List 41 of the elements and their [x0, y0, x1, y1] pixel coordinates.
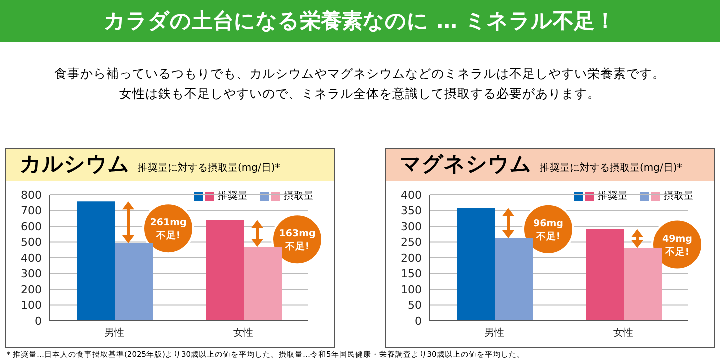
- y-tick-label: 500: [21, 236, 42, 250]
- annotation: 49mg 不足!: [662, 234, 692, 258]
- bar: [115, 244, 153, 321]
- y-tick-label: 700: [21, 204, 42, 218]
- bar: [457, 208, 495, 321]
- y-tick-label: 400: [21, 252, 42, 265]
- y-tick-label: 100: [21, 299, 42, 312]
- y-tick-label: 50: [408, 299, 422, 312]
- y-tick-label: 300: [21, 268, 42, 281]
- bar: [624, 248, 662, 321]
- y-tick-label: 0: [35, 314, 42, 328]
- y-tick-label: 800: [21, 188, 42, 202]
- chart-subtitle: 推奨量に対する摂取量(mg/日)*: [138, 162, 280, 175]
- bar: [77, 202, 115, 321]
- chart-subtitle: 推奨量に対する摂取量(mg/日)*: [540, 162, 682, 175]
- x-tick-label: 女性: [614, 327, 634, 340]
- bar: [586, 229, 624, 321]
- annotation: 163mg 不足!: [279, 228, 316, 253]
- y-tick-label: 400: [401, 188, 422, 202]
- y-tick-label: 300: [401, 220, 422, 234]
- y-tick-label: 150: [401, 268, 422, 281]
- y-tick-label: 0: [415, 314, 422, 328]
- text: 女性は鉄も不足しやすいので、ミネラル全体を意識して摂取する必要があります。: [118, 85, 602, 103]
- chart-title: カルシウム: [20, 151, 130, 178]
- y-tick-label: 250: [401, 236, 422, 250]
- y-tick-label: 600: [21, 220, 42, 234]
- text: 食事から補っているつもりでも、カルシウムやマグネシウムなどのミネラルは不足しやすい栄養素です。: [54, 65, 666, 83]
- x-tick-label: 女性: [234, 327, 254, 340]
- annotation: 96mg 不足!: [534, 218, 564, 242]
- y-tick-label: 100: [401, 283, 422, 296]
- text: カラダの土台になる栄養素なのに … ミネラル不足！: [0, 0, 720, 42]
- bar: [206, 220, 244, 321]
- x-tick-label: 男性: [484, 327, 504, 340]
- bar: [244, 247, 282, 321]
- y-tick-label: 200: [21, 283, 42, 296]
- x-tick-label: 男性: [104, 327, 124, 340]
- chart-title: マグネシウム: [400, 151, 532, 178]
- bar: [495, 238, 533, 321]
- y-tick-label: 200: [401, 252, 422, 265]
- y-tick-label: 350: [401, 204, 422, 218]
- annotation: 261mg 不足!: [150, 218, 187, 242]
